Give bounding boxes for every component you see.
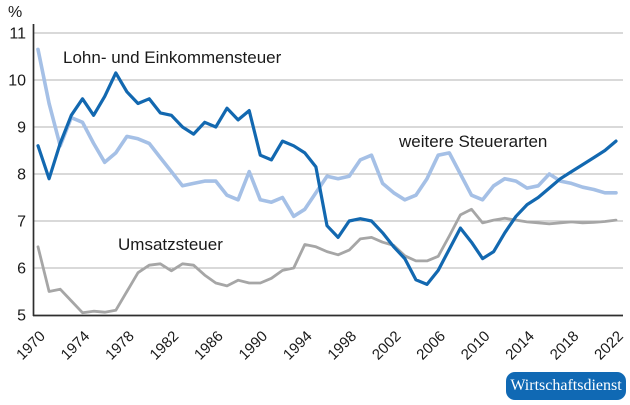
y-axis-unit-label: % (8, 4, 22, 21)
wirtschaftsdienst-badge-label: Wirtschaftsdienst (510, 377, 622, 394)
y-axis-tick-label-6: 6 (17, 261, 26, 278)
y-axis-tick-label-11: 11 (9, 26, 26, 43)
y-axis-tick-label-7: 7 (17, 214, 26, 231)
series-label-weitere-steuerarten: weitere Steuerarten (398, 132, 547, 151)
y-axis-tick-label-5: 5 (17, 308, 26, 325)
x-axis-tick-label-1990: 1990 (236, 328, 272, 364)
x-axis-tick-label-2006: 2006 (413, 328, 449, 364)
x-axis-tick-label-1994: 1994 (280, 328, 316, 364)
x-axis-tick-label-2010: 2010 (458, 328, 494, 364)
x-axis-tick-label-2018: 2018 (547, 328, 583, 364)
wirtschaftsdienst-badge: Wirtschaftsdienst (506, 372, 626, 400)
x-axis-tick-label-2002: 2002 (369, 328, 405, 364)
x-axis-tick-label-2022: 2022 (591, 328, 627, 364)
x-axis-tick-label-1982: 1982 (147, 328, 183, 364)
series-line-lohn-und-einkommensteuer (36, 71, 618, 286)
series-label-lohn-und-einkommensteuer: Lohn- und Einkommensteuer (63, 48, 282, 67)
x-axis-tick-label-1986: 1986 (191, 328, 227, 364)
series-label-umsatzsteuer: Umsatzsteuer (118, 235, 223, 254)
x-axis-tick-label-1974: 1974 (58, 328, 94, 364)
x-axis-tick-label-1970: 1970 (13, 328, 49, 364)
x-axis-tick-label-2014: 2014 (502, 328, 538, 364)
x-axis-tick-label-1978: 1978 (102, 328, 138, 364)
series-line-umsatzsteuer (36, 207, 618, 315)
x-axis-tick-label-1998: 1998 (324, 328, 360, 364)
series-line-weitere-steuerarten (36, 47, 618, 219)
y-axis-tick-label-9: 9 (17, 120, 26, 137)
y-axis-tick-label-8: 8 (17, 167, 26, 184)
y-axis-tick-label-10: 10 (8, 73, 26, 90)
